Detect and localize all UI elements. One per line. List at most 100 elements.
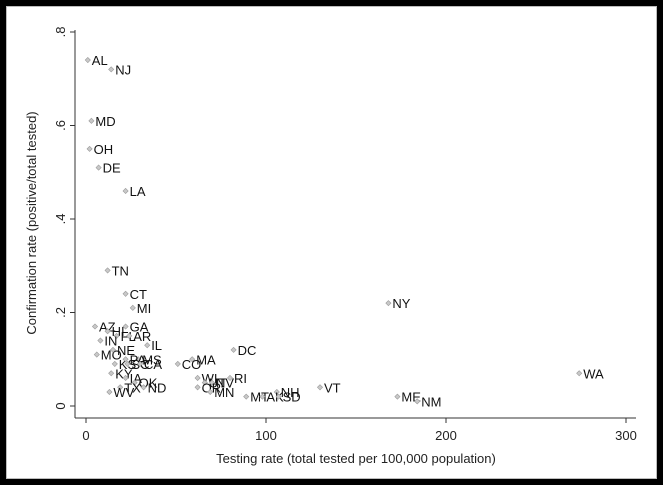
- diamond-marker-icon: [97, 337, 104, 344]
- diamond-marker-icon: [230, 346, 237, 353]
- diamond-marker-icon: [84, 57, 91, 64]
- diamond-marker-icon: [259, 393, 266, 400]
- diamond-marker-icon: [117, 384, 124, 391]
- diamond-marker-icon: [140, 384, 147, 391]
- diamond-marker-icon: [189, 356, 196, 363]
- data-point: NY: [385, 296, 411, 311]
- y-axis-title: Confirmation rate (positive/total tested…: [24, 111, 39, 334]
- point-label: AK: [266, 390, 284, 405]
- point-label: AZ: [99, 320, 116, 335]
- point-label: LA: [130, 184, 146, 199]
- point-label: SD: [283, 390, 301, 405]
- diamond-marker-icon: [208, 379, 216, 386]
- diamond-marker-icon: [316, 384, 324, 391]
- x-tick-label: 300: [615, 428, 637, 443]
- point-label: NY: [392, 296, 410, 311]
- point-label: MD: [95, 114, 115, 129]
- diamond-marker-icon: [104, 328, 111, 335]
- diamond-marker-icon: [122, 187, 129, 194]
- diamond-marker-icon: [174, 360, 181, 367]
- data-point: TX: [117, 380, 141, 395]
- point-label: VT: [324, 380, 341, 395]
- data-point: CA: [136, 357, 162, 372]
- y-tick-label: .6: [53, 120, 68, 131]
- data-point: CO: [174, 357, 201, 372]
- point-label: AR: [133, 329, 151, 344]
- diamond-marker-icon: [194, 374, 201, 381]
- diamond-marker-icon: [131, 379, 138, 386]
- point-label: AL: [92, 53, 108, 68]
- x-tick-label: 200: [435, 428, 457, 443]
- diamond-marker-icon: [122, 290, 129, 297]
- point-label: IL: [151, 338, 162, 353]
- diamond-marker-icon: [111, 360, 118, 367]
- data-point: NJ: [108, 62, 131, 77]
- point-label: TX: [124, 380, 141, 395]
- y-axis-ticks: 0 .2 .4 .6 .8: [53, 27, 75, 410]
- point-label: MS: [142, 352, 162, 367]
- diamond-marker-icon: [108, 66, 115, 73]
- point-label: ND: [148, 380, 167, 395]
- diamond-marker-icon: [576, 370, 583, 377]
- data-point: MD: [88, 114, 116, 129]
- point-label: NJ: [115, 62, 131, 77]
- point-label: CT: [130, 287, 147, 302]
- diamond-marker-icon: [136, 360, 144, 367]
- data-point: NM: [414, 394, 441, 409]
- diamond-marker-icon: [86, 145, 93, 152]
- point-label: DE: [103, 161, 121, 176]
- point-label: CA: [144, 357, 162, 372]
- diamond-marker-icon: [135, 356, 142, 363]
- point-label: OH: [94, 142, 114, 157]
- x-axis-ticks: 0 100 200 300: [82, 418, 637, 443]
- data-point: OR: [194, 380, 222, 395]
- data-point: MO: [93, 348, 122, 363]
- point-label: IN: [104, 334, 117, 349]
- diamond-marker-icon: [194, 384, 201, 391]
- data-point: MT: [243, 390, 269, 405]
- data-point: UT: [201, 376, 226, 391]
- point-label: MT: [250, 390, 269, 405]
- data-point: SD: [275, 390, 301, 405]
- data-point: AZ: [91, 320, 116, 335]
- data-point: IN: [97, 334, 117, 349]
- diamond-marker-icon: [414, 398, 421, 405]
- diamond-marker-icon: [394, 393, 401, 400]
- data-point: NH: [273, 385, 300, 400]
- point-label: MO: [101, 348, 122, 363]
- data-point: MN: [207, 385, 234, 400]
- point-label: RI: [234, 371, 247, 386]
- diamond-marker-icon: [201, 379, 208, 386]
- y-tick-label: .2: [53, 307, 68, 318]
- data-point: WV: [106, 385, 135, 400]
- point-label: WA: [583, 366, 604, 381]
- data-point: AL: [84, 53, 108, 68]
- diamond-marker-icon: [144, 342, 151, 349]
- y-tick-label: 0: [53, 402, 68, 409]
- data-point: NE: [109, 343, 135, 358]
- point-label: NM: [421, 394, 441, 409]
- point-label: OR: [202, 380, 222, 395]
- point-label: UT: [209, 376, 226, 391]
- data-point: WA: [576, 366, 604, 381]
- data-point: MI: [129, 301, 151, 316]
- data-points: ALNJMDOHDELATNCTMINYGAAZHIFLARINILDCMONE…: [84, 53, 604, 409]
- point-label: NE: [117, 343, 135, 358]
- point-label: MA: [196, 352, 216, 367]
- diamond-marker-icon: [243, 393, 250, 400]
- point-label: NV: [216, 376, 234, 391]
- y-tick-label: .8: [53, 27, 68, 38]
- diamond-marker-icon: [122, 323, 129, 330]
- data-point: LA: [122, 184, 146, 199]
- data-point: GA: [122, 320, 149, 335]
- diamond-marker-icon: [129, 304, 136, 311]
- diamond-marker-icon: [91, 323, 99, 330]
- data-point: DE: [95, 161, 121, 176]
- data-point: TN: [104, 263, 129, 278]
- data-point: DC: [230, 343, 256, 358]
- diamond-marker-icon: [207, 388, 214, 395]
- x-tick-label: 0: [82, 428, 89, 443]
- data-point: MA: [189, 352, 216, 367]
- point-label: KY: [115, 366, 133, 381]
